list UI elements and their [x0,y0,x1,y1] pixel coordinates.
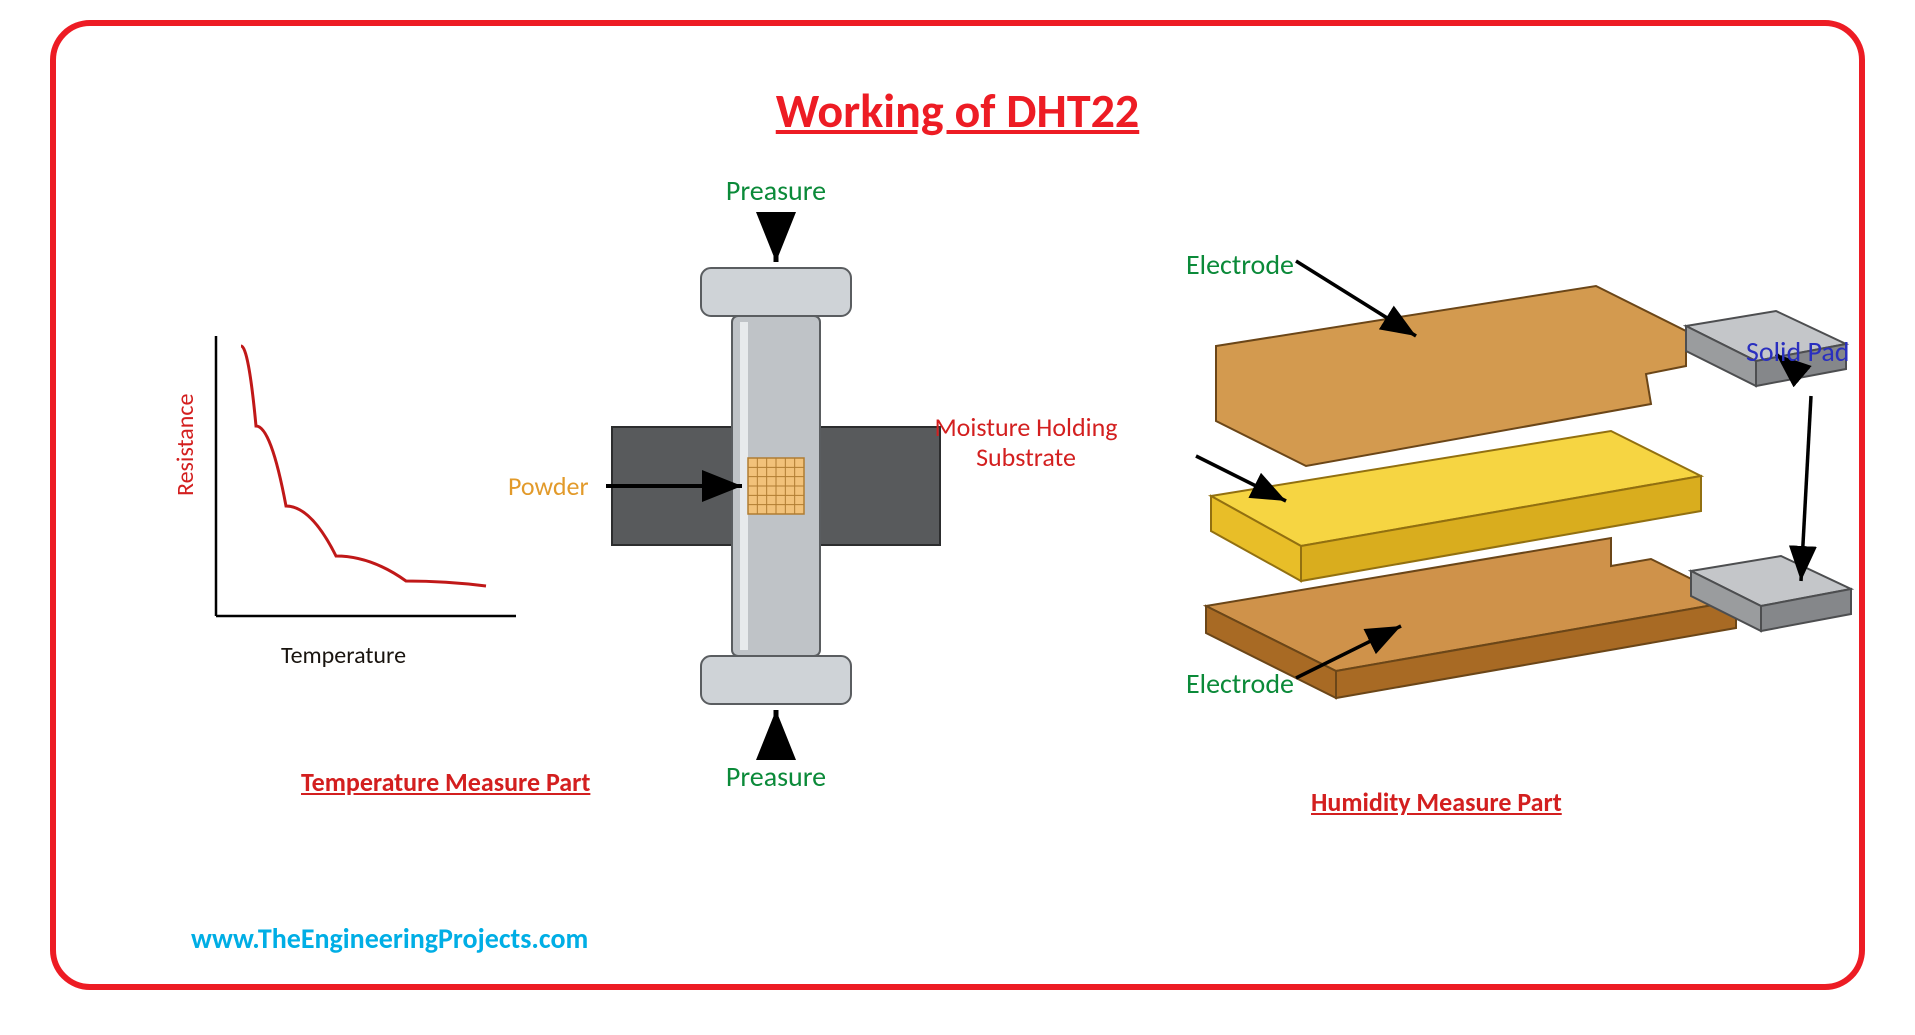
humidity-section-label: Humidity Measure Part [1311,786,1562,818]
diagram-frame: Working of DHT22 Temperature Resistance … [50,20,1865,990]
footer-link[interactable]: www.TheEngineeringProjects.com [191,921,588,956]
electrode-bottom-label: Electrode [1186,666,1294,701]
electrode-top-label: Electrode [1186,247,1294,282]
moisture-label-line1: Moisture Holding [926,411,1126,443]
moisture-label-line2: Substrate [926,441,1126,473]
humidity-assembly [56,26,1871,996]
solid-pad-label: Solid Pad [1746,334,1850,369]
